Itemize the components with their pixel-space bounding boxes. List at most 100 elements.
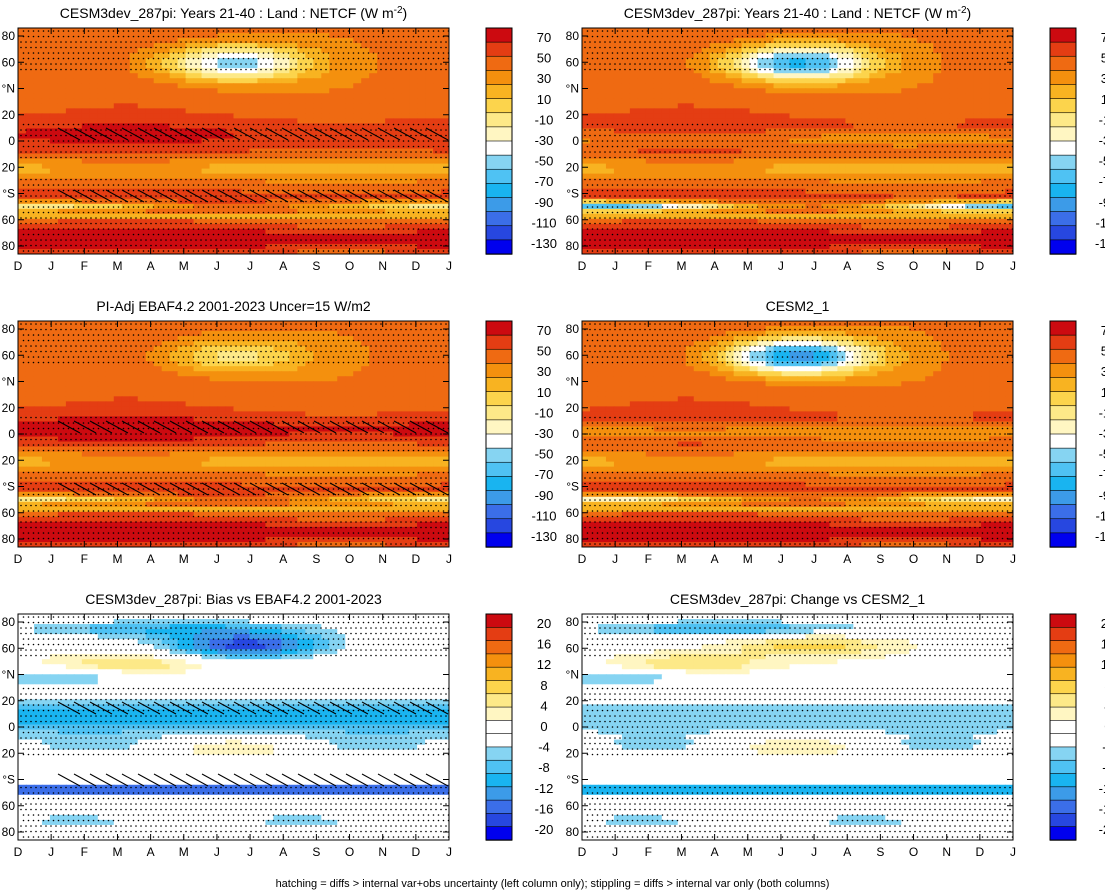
heatmap-cell [129,108,139,114]
stipple-dot [390,151,392,153]
stipple-dot [437,228,440,230]
stipple-dot [367,52,370,54]
stipple-dot [385,239,387,241]
stipple-dot [47,184,50,186]
stipple-dot [232,52,235,54]
stipple-dot [302,52,305,54]
heatmap-cell [217,38,227,44]
hatch-line [313,189,337,203]
heatmap-cell [193,93,203,99]
heatmap-cell [201,108,211,114]
heatmap-cell [25,53,35,59]
heatmap-cell [433,248,442,254]
stipple-dot [132,57,135,60]
heatmap-cell [113,183,123,190]
stipple-dot [57,35,60,38]
heatmap-cell [121,163,131,170]
heatmap-cell [297,58,306,64]
heatmap-cell [369,108,378,114]
heatmap-cell [321,188,330,195]
stipple-dot [32,211,35,214]
stipple-dot [77,140,80,142]
stipple-dot [57,123,60,126]
heatmap-cell [169,183,179,190]
heatmap-cell [313,118,322,125]
hatch-line [409,189,433,203]
heatmap-cell [161,208,171,215]
stipple-dot [67,206,70,208]
heatmap-cell [49,213,59,220]
heatmap-cell [273,198,282,205]
stipple-dot [67,189,70,192]
stipple-dot [182,211,185,214]
heatmap-cell [417,168,426,175]
stipple-dot [75,200,77,203]
heatmap-cell [425,28,434,34]
stipple-dot [117,250,120,252]
heatmap-cell [257,83,267,89]
heatmap-cell [409,158,418,165]
stipple-dot [260,239,262,241]
stipple-dot [307,250,310,252]
stipple-dot [350,156,352,159]
stipple-dot [80,178,82,181]
stipple-dot [37,206,40,208]
heatmap-cell [305,123,314,130]
stipple-dot [155,63,157,65]
stipple-dot [350,239,352,241]
stipple-dot [230,244,232,247]
heatmap-cell [153,198,163,205]
stipple-dot [95,134,97,137]
stipple-dot [395,68,397,71]
stipple-dot [302,145,305,148]
heatmap-cell [89,153,99,160]
heatmap-cell [337,138,346,145]
stipple-dot [422,189,425,192]
heatmap-cell [209,158,219,165]
stipple-dot [245,178,247,181]
heatmap-cell [33,73,43,79]
heatmap-cell [393,153,402,160]
stipple-dot [345,129,347,131]
heatmap-cell [89,118,99,125]
heatmap-cell [209,93,219,99]
heatmap-cell [377,223,386,230]
heatmap-cell [81,128,91,135]
heatmap-cell [401,218,410,225]
heatmap-cell [89,213,99,220]
heatmap-cell [65,178,75,185]
heatmap-cell [425,108,434,114]
stipple-dot [57,145,60,148]
stipple-dot [352,189,355,192]
heatmap-cell [369,123,378,130]
heatmap-cell [137,88,147,94]
stipple-dot [50,151,52,153]
heatmap-cell [25,73,35,79]
heatmap-cell [361,93,370,99]
stipple-dot [425,41,427,43]
stipple-dot [27,233,30,236]
stipple-dot [397,140,400,142]
stipple-dot [232,57,235,60]
stipple-dot [190,63,192,65]
stipple-dot [245,244,247,247]
stipple-dot [297,211,300,214]
stipple-dot [112,57,115,60]
heatmap-cell [385,133,394,140]
stipple-dot [230,178,232,181]
stipple-dot [410,195,412,197]
stipple-dot [365,151,367,153]
heatmap-cell [401,108,410,114]
heatmap-cell [121,73,131,79]
stipple-dot [270,151,272,153]
heatmap-cell [185,238,195,245]
stipple-dot [247,233,250,236]
stipple-dot [262,145,265,148]
stipple-dot [177,189,180,192]
panel-title: CESM3dev_287pi: Years 21-40 : Land : NET… [60,5,407,21]
heatmap-cell [25,138,35,145]
heatmap-cell [153,53,163,59]
stipple-dot [125,63,127,65]
heatmap-cell [265,93,275,99]
heatmap-cell [49,168,59,175]
